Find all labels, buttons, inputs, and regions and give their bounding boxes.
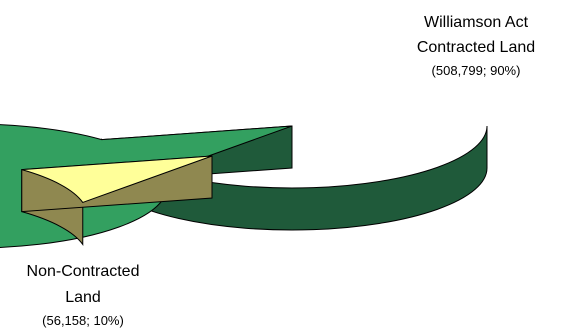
pie-slice-contracted-side — [101, 125, 488, 231]
slice-label-noncontracted: Non-Contracted Land (56,158; 10%) — [27, 263, 140, 328]
pie-slice-noncontracted — [21, 155, 213, 204]
slice-label-contracted: Williamson Act Contracted Land (508,799;… — [417, 14, 535, 78]
slice-value-contracted: (508,799; 90%) — [432, 63, 521, 78]
pie-slices — [0, 124, 488, 248]
slice-label-contracted-line2: Contracted Land — [417, 39, 535, 56]
slice-value-noncontracted: (56,158; 10%) — [42, 313, 124, 328]
slice-label-noncontracted-line1: Non-Contracted — [27, 263, 140, 280]
slice-label-contracted-line1: Williamson Act — [424, 14, 529, 31]
slice-label-noncontracted-line2: Land — [65, 289, 101, 306]
